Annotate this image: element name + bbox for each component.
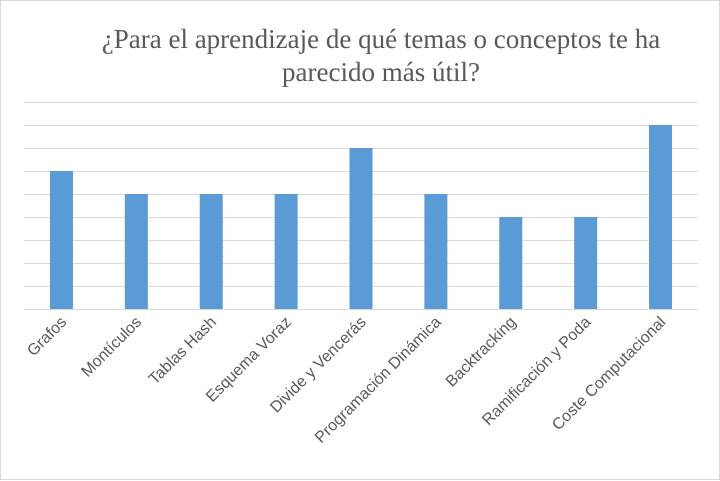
bar [199,194,223,309]
bar [349,148,373,309]
bar [649,125,673,309]
x-tick-label: Montículos [78,314,145,381]
bar [424,194,448,309]
bar [49,171,73,309]
x-tick-label: Backtracking [443,314,520,391]
x-tick-label: Grafos [24,314,70,360]
bars [49,125,673,309]
bar [574,217,598,309]
bar [274,194,298,309]
bar [124,194,148,309]
bar [499,217,523,309]
x-tick-label: Programación Dinámica [312,314,445,447]
x-tick-label: Tablas Hash [146,314,220,388]
chart-title: ¿Para el aprendizaje de qué temas o conc… [101,24,661,87]
